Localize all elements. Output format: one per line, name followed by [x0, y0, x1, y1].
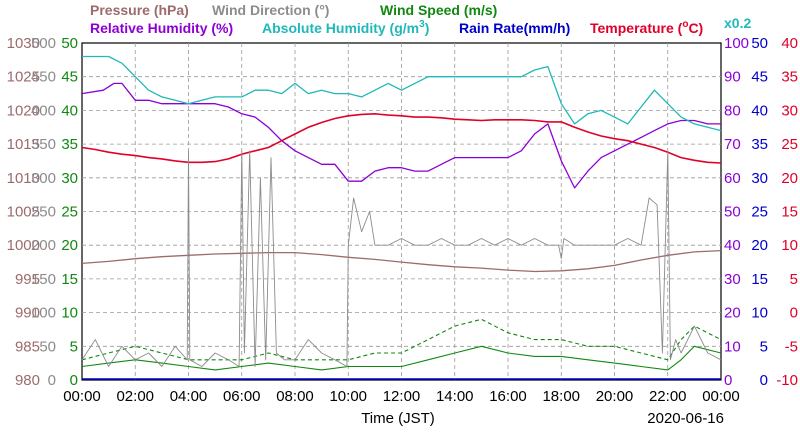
y-tick-wind-direction: 250: [31, 204, 56, 221]
y-tick-wind-speed: 50: [61, 35, 78, 52]
y-tick-rain: 30: [751, 170, 768, 187]
y-tick-temperature: 15: [781, 204, 798, 221]
y-tick-wind-speed: 40: [61, 102, 78, 119]
y-tick-wind-speed: 45: [61, 69, 78, 86]
y-tick-humidity: 80: [724, 102, 741, 119]
y-tick-wind-direction: 50: [39, 338, 56, 355]
y-tick-wind-direction: 400: [31, 102, 56, 119]
y-tick-humidity: 100: [724, 35, 749, 52]
y-tick-humidity: 60: [724, 170, 741, 187]
legend-rain-rate: Rain Rate(mm/h): [459, 20, 570, 36]
x-tick-label: 20:00: [596, 388, 634, 405]
y-tick-rain: 15: [751, 271, 768, 288]
legend-temperature: Temperature (oC): [590, 19, 703, 36]
y-tick-humidity: 20: [724, 305, 741, 322]
grid: [82, 43, 721, 380]
y-tick-rain: 20: [751, 237, 768, 254]
y-tick-temperature: 20: [781, 170, 798, 187]
x-tick-label: 04:00: [170, 388, 208, 405]
y-tick-pressure: 1015: [7, 136, 40, 153]
y-tick-temperature: -5: [785, 338, 798, 355]
y-tick-humidity: 90: [724, 69, 741, 86]
y-tick-temperature: 25: [781, 136, 798, 153]
y-tick-wind-speed: 30: [61, 170, 78, 187]
legend-absolute-humidity: Absolute Humidity (g/m3): [262, 19, 429, 36]
series-line-wind_speed_gust: [81, 318, 722, 361]
y-tick-wind-direction: 300: [31, 170, 56, 187]
legend-relative-humidity: Relative Humidity (%): [90, 20, 233, 36]
chart-date: 2020-06-16: [647, 410, 724, 427]
y-tick-pressure: 1020: [7, 102, 40, 119]
y-tick-humidity: 10: [724, 338, 741, 355]
y-tick-temperature: 35: [781, 69, 798, 86]
series-line-wind_speed_mean: [81, 345, 722, 371]
y-tick-temperature: 30: [781, 102, 798, 119]
x-tick-label: 06:00: [223, 388, 261, 405]
y-tick-pressure: 1025: [7, 69, 40, 86]
x-tick-label: 18:00: [542, 388, 580, 405]
y-tick-wind-direction: 0: [48, 372, 56, 389]
y-tick-rain: 0: [760, 372, 768, 389]
y-tick-humidity: 40: [724, 237, 741, 254]
y-tick-humidity: 70: [724, 136, 741, 153]
x-tick-label: 08:00: [276, 388, 314, 405]
y-tick-pressure: 985: [15, 338, 40, 355]
series-line-wind_direction: [81, 150, 722, 367]
y-tick-wind-direction: 350: [31, 136, 56, 153]
y-tick-pressure: 995: [15, 271, 40, 288]
x-tick-label: 22:00: [649, 388, 687, 405]
y-tick-pressure: 1010: [7, 170, 40, 187]
y-tick-wind-speed: 20: [61, 237, 78, 254]
y-tick-wind-direction: 150: [31, 271, 56, 288]
series-line-pressure: [81, 249, 722, 273]
y-tick-wind-direction: 500: [31, 35, 56, 52]
y-tick-temperature: 0: [790, 305, 798, 322]
y-tick-rain: 10: [751, 305, 768, 322]
legend-pressure: Pressure (hPa): [90, 2, 189, 18]
y-tick-rain: 45: [751, 69, 768, 86]
y-tick-wind-direction: 100: [31, 305, 56, 322]
legend-scale-note: x0.2: [724, 15, 751, 31]
x-tick-label: 00:00: [702, 388, 740, 405]
y-tick-wind-speed: 35: [61, 136, 78, 153]
y-tick-rain: 25: [751, 204, 768, 221]
y-tick-rain: 5: [760, 338, 768, 355]
x-tick-label: 12:00: [383, 388, 421, 405]
y-tick-humidity: 30: [724, 271, 741, 288]
y-tick-wind-speed: 10: [61, 305, 78, 322]
series-line-absolute_humidity: [82, 55, 722, 132]
y-tick-humidity: 50: [724, 204, 741, 221]
y-tick-rain: 35: [751, 136, 768, 153]
x-tick-label: 02:00: [116, 388, 154, 405]
y-tick-wind-direction: 450: [31, 69, 56, 86]
axes: 00:00 02:00 04:00 06:00 08:00 10:00 12:00 14:00…: [7, 35, 798, 405]
y-tick-temperature: 10: [781, 237, 798, 254]
y-tick-rain: 40: [751, 102, 768, 119]
x-tick-label: 16:00: [489, 388, 527, 405]
series: [81, 55, 722, 380]
y-tick-temperature: 40: [781, 35, 798, 52]
y-tick-rain: 50: [751, 35, 768, 52]
y-tick-temperature: 5: [790, 271, 798, 288]
x-tick-label: 10:00: [329, 388, 367, 405]
y-tick-pressure: 1005: [7, 204, 40, 221]
legend-wind-speed: Wind Speed (m/s): [380, 2, 497, 18]
x-tick-label: 00:00: [63, 388, 101, 405]
y-tick-wind-speed: 25: [61, 204, 78, 221]
y-tick-pressure: 1000: [7, 237, 40, 254]
x-axis-label: Time (JST): [361, 410, 435, 427]
x-tick-label: 14:00: [436, 388, 474, 405]
y-tick-wind-direction: 200: [31, 237, 56, 254]
y-tick-pressure: 990: [15, 305, 40, 322]
y-tick-pressure: 1030: [7, 35, 40, 52]
y-tick-pressure: 980: [15, 372, 40, 389]
y-tick-wind-speed: 15: [61, 271, 78, 288]
y-tick-wind-speed: 5: [70, 338, 78, 355]
y-tick-temperature: -10: [776, 372, 798, 389]
legend-wind-direction: Wind Direction (°): [212, 2, 329, 18]
y-tick-humidity: 0: [724, 372, 732, 389]
y-tick-wind-speed: 0: [70, 372, 78, 389]
